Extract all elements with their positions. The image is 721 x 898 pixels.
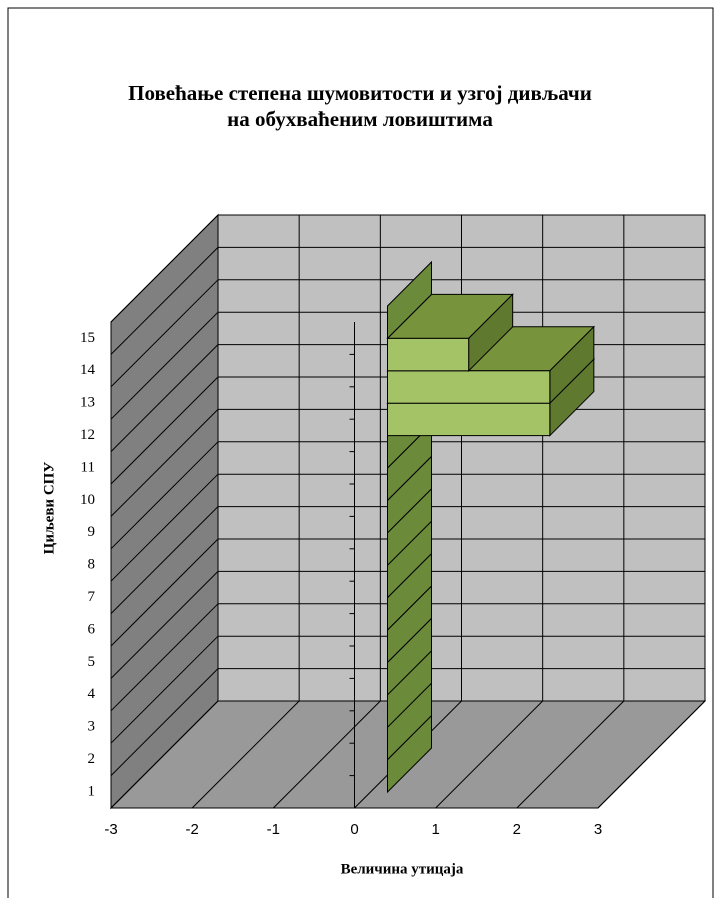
side-grid: [110, 603, 219, 712]
bar: [387, 337, 470, 372]
x-tick-label: 2: [513, 821, 521, 838]
y-tick-label: 8: [88, 557, 96, 573]
floor-line: [191, 700, 300, 809]
side-grid: [110, 668, 219, 776]
side-grid: [110, 571, 219, 679]
y-tick-label: 5: [88, 654, 96, 670]
floor-line: [516, 700, 625, 809]
y-tick-label: 3: [88, 719, 96, 735]
y-tick-label: 12: [80, 427, 95, 443]
y-tick-label: 6: [88, 621, 96, 637]
bar: [387, 260, 432, 340]
floor-line: [110, 700, 219, 809]
side-grid: [110, 214, 219, 323]
floor-line: [597, 700, 706, 809]
side-grid: [110, 376, 219, 485]
bar: [387, 402, 551, 437]
side-grid: [110, 635, 219, 744]
side-grid: [110, 409, 219, 517]
x-tick-label: 1: [431, 821, 439, 838]
y-tick-label: 14: [80, 362, 96, 378]
y-axis-label: Циљеви СПУ: [41, 462, 57, 555]
y-tick-label: 2: [88, 751, 96, 767]
x-axis-label: Величина утицаја: [341, 861, 464, 877]
y-tick-label: 7: [88, 589, 96, 605]
y-tick-label: 4: [88, 686, 96, 702]
x-tick-label: 3: [594, 821, 602, 838]
side-grid: [110, 538, 219, 647]
x-tick-label: -1: [267, 821, 280, 838]
side-grid: [110, 311, 219, 420]
y-tick-label: 10: [80, 492, 95, 508]
side-grid: [110, 279, 219, 388]
frame: [7, 7, 714, 898]
y-tick-label: 13: [80, 395, 95, 411]
y-tick-label: 15: [80, 330, 95, 346]
x-tick-label: 0: [350, 821, 358, 838]
side-grid: [110, 506, 219, 614]
x-tick-label: -2: [185, 821, 198, 838]
y-tick-label: 9: [88, 524, 96, 540]
side-grid: [110, 344, 219, 452]
bar: [387, 370, 551, 404]
floor-line: [435, 700, 544, 809]
x-tick-label: -3: [104, 821, 117, 838]
y-tick-label: 1: [88, 783, 96, 799]
chart-title: Повећање степена шумовитости и узгој див…: [128, 81, 592, 131]
side-grid: [110, 247, 219, 355]
side-grid: [110, 473, 219, 582]
side-grid: [110, 441, 219, 550]
y-tick-label: 11: [81, 459, 95, 475]
floor-line: [272, 700, 381, 809]
